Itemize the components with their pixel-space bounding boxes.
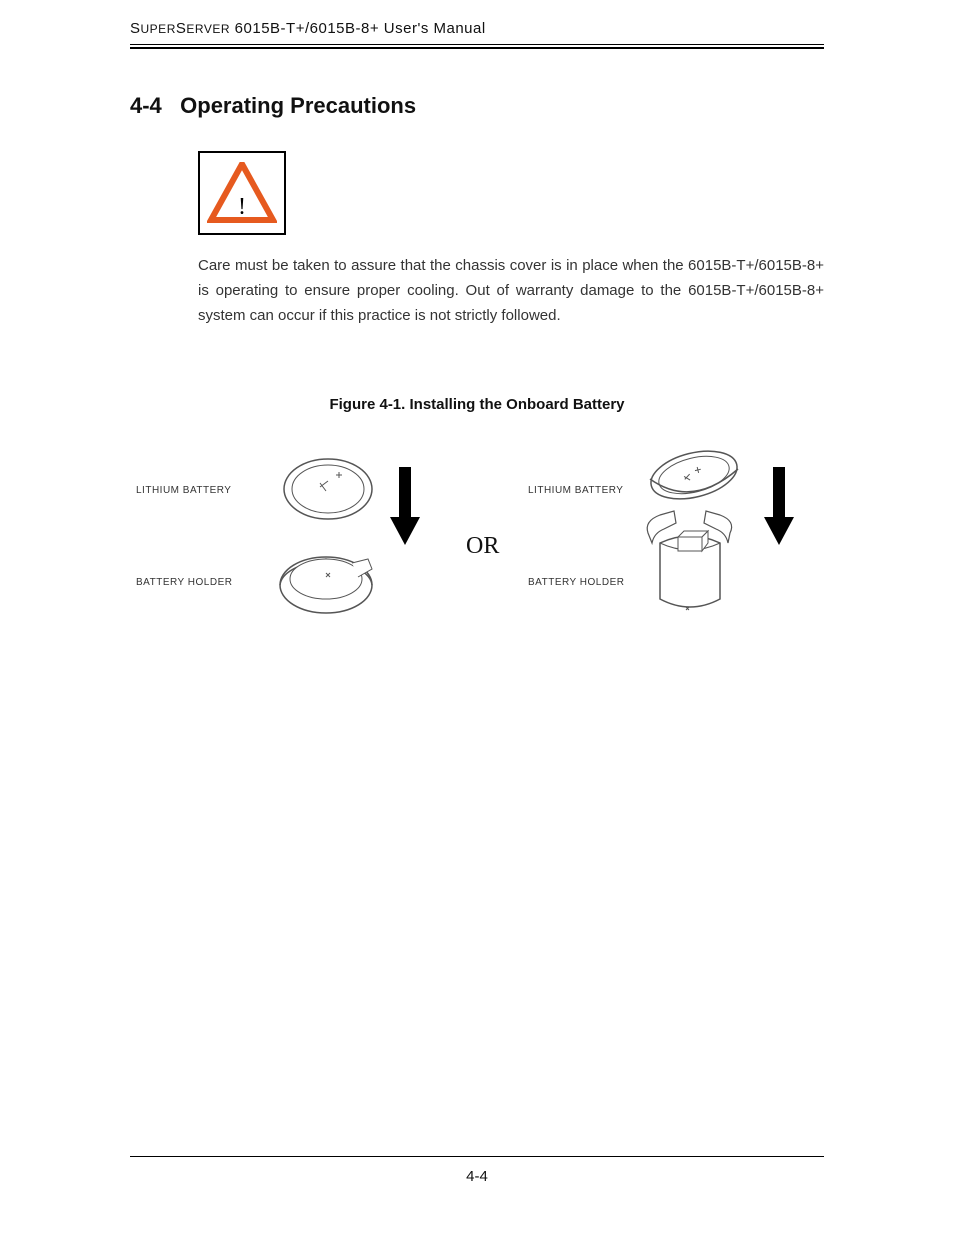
battery-install-diagram: LITHIUM BATTERY BATTERY HOLDER OR LITHIU… [130,453,824,653]
header-word-erver: ERVER [186,22,230,36]
arrow-down-left-icon [390,467,420,545]
holder-upright-icon [630,503,750,623]
manual-page: SUPERSERVER 6015B-T+/6015B-8+ User's Man… [0,0,954,1235]
or-separator: OR [466,533,499,560]
label-holder-right: BATTERY HOLDER [528,577,624,588]
header-rule [130,44,824,49]
section-title-text: Operating Precautions [180,93,416,118]
header-word-uper: UPER [141,22,176,36]
page-number: 4-4 [0,1168,954,1185]
label-holder-left: BATTERY HOLDER [136,577,232,588]
coin-cell-top-icon [280,453,376,525]
running-header: SUPERSERVER 6015B-T+/6015B-8+ User's Man… [130,20,824,40]
header-model: 6015B-T+/6015B-8+ User's Manual [230,20,486,37]
arrow-down-right-icon [764,467,794,545]
figure-caption: Figure 4-1. Installing the Onboard Batte… [130,396,824,413]
header-letter-s1: S [130,20,141,37]
warning-icon-box: ! [198,151,286,235]
precaution-paragraph: Care must be taken to assure that the ch… [198,253,824,328]
holder-flat-icon [274,541,384,621]
section-number: 4-4 [130,93,162,118]
svg-text:!: ! [238,194,246,220]
label-lithium-right: LITHIUM BATTERY [528,485,623,496]
warning-triangle-icon: ! [207,162,277,224]
header-letter-s2: S [176,20,187,37]
label-lithium-left: LITHIUM BATTERY [136,485,231,496]
section-heading: 4-4 Operating Precautions [130,93,824,119]
footer-rule [130,1156,824,1157]
